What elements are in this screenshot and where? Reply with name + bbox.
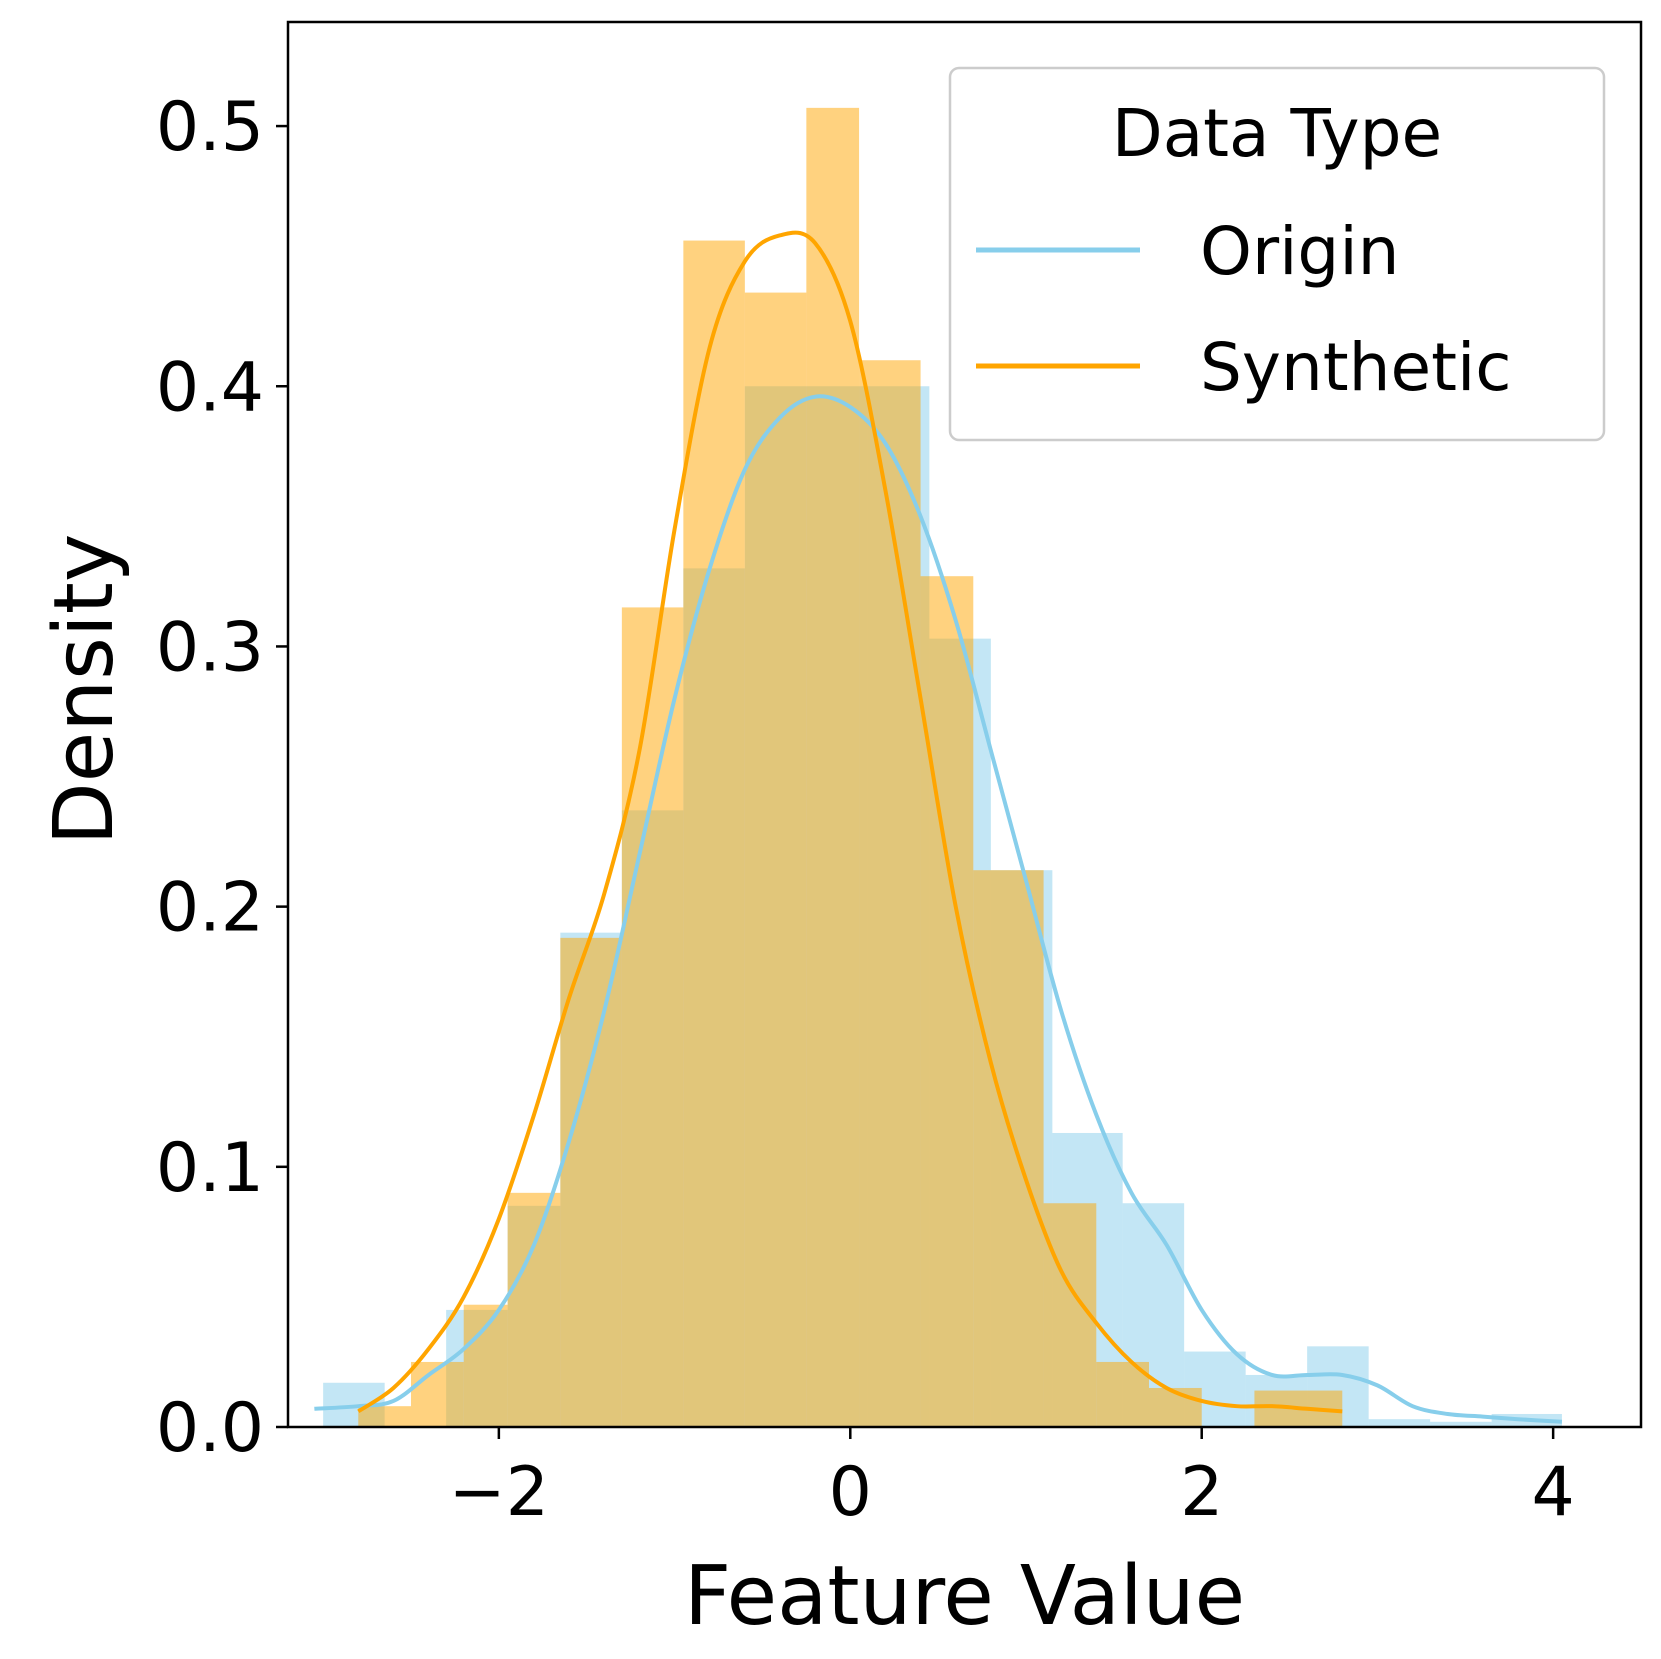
- x-axis-label: Feature Value: [684, 1549, 1245, 1644]
- kde-curves: [314, 230, 1563, 1424]
- x-tick-label: 2: [1180, 1453, 1223, 1532]
- y-tick-label: 0.1: [156, 1129, 264, 1208]
- y-axis-label: Density: [37, 534, 132, 846]
- origin-legend-label: Origin: [1200, 213, 1399, 290]
- y-tick-label: 0.4: [156, 348, 264, 427]
- x-tick-label: 0: [829, 1453, 872, 1532]
- synthetic-bar-4: [560, 937, 622, 1427]
- synthetic-bar-11: [973, 870, 1044, 1427]
- legend-entries: Origin Synthetic: [976, 213, 1512, 406]
- x-axis-ticks: −2 0 2 4: [449, 1427, 1575, 1532]
- y-axis-ticks: 0.0 0.1 0.2 0.3 0.4 0.5: [156, 88, 288, 1468]
- synthetic-histogram: [358, 107, 1343, 1428]
- synthetic-bar-13: [1096, 1361, 1149, 1427]
- synthetic-legend-label: Synthetic: [1200, 329, 1512, 406]
- synthetic-bar-8: [806, 107, 860, 1428]
- y-tick-label: 0.0: [156, 1389, 264, 1468]
- origin-bar-17: [1368, 1419, 1431, 1427]
- y-tick-label: 0.3: [156, 608, 264, 687]
- y-tick-label: 0.5: [156, 88, 264, 167]
- x-tick-label: −2: [449, 1453, 549, 1532]
- synthetic-kde-line: [357, 230, 1343, 1414]
- legend: Data Type Origin Synthetic: [948, 66, 1606, 442]
- synthetic-bar-5: [621, 607, 684, 1427]
- plot-frame: [286, 20, 1643, 1429]
- synthetic-bar-0: [358, 1406, 411, 1427]
- synthetic-bar-1: [411, 1361, 464, 1427]
- synthetic-bar-9: [859, 360, 921, 1428]
- legend-box: [948, 66, 1606, 442]
- synthetic-bar-14: [1149, 1387, 1202, 1427]
- origin-kde-line: [314, 394, 1563, 1424]
- synthetic-bar-2: [463, 1304, 508, 1427]
- legend-title: Data Type: [1112, 95, 1442, 172]
- synthetic-bar-3: [507, 1192, 561, 1427]
- synthetic-bar-6: [683, 240, 745, 1428]
- synthetic-bar-12: [1043, 1203, 1097, 1427]
- origin-bar-18: [1430, 1421, 1492, 1427]
- x-tick-label: 4: [1532, 1453, 1575, 1532]
- synthetic-bar-10: [920, 576, 974, 1427]
- synthetic-bar-7: [744, 292, 807, 1428]
- y-tick-label: 0.2: [156, 869, 264, 948]
